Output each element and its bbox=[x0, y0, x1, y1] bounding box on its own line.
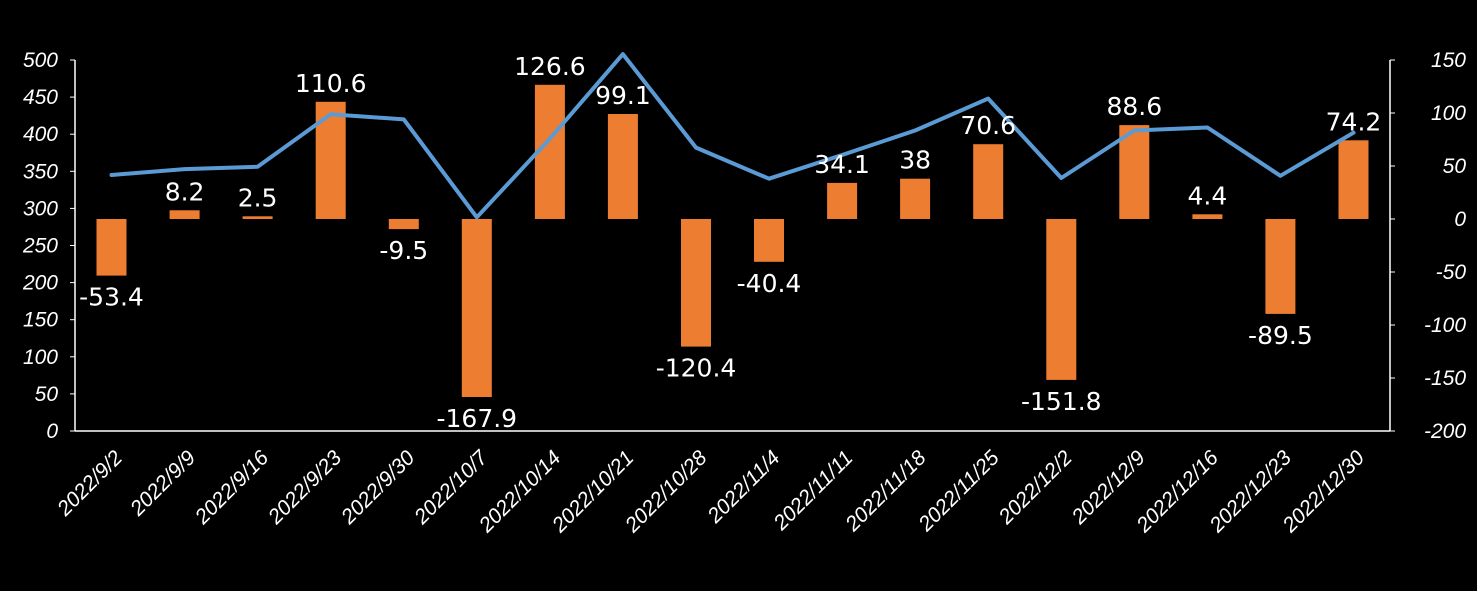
line-path bbox=[109, 52, 1356, 220]
bar bbox=[169, 210, 200, 219]
bar-data-label: -151.8 bbox=[1021, 387, 1102, 416]
left-tick-label: 350 bbox=[23, 160, 58, 183]
left-tick-label: 250 bbox=[22, 235, 58, 258]
line-series-layer bbox=[109, 52, 1356, 220]
bar bbox=[1338, 140, 1369, 219]
bar bbox=[973, 144, 1004, 219]
left-tick-label: 300 bbox=[23, 197, 58, 220]
bar-data-label: 8.2 bbox=[165, 177, 205, 206]
bar bbox=[607, 114, 638, 219]
bar bbox=[827, 182, 858, 219]
left-axis-ticks: 0 50 100 150 200 250 300 350 400 450 500 bbox=[22, 49, 75, 443]
bar-data-label: 126.6 bbox=[514, 52, 586, 81]
left-tick-label: 100 bbox=[23, 346, 58, 369]
bar-data-labels: -53.4 8.2 2.5 110.6 -9.5 -167.9 126.6 99.1 -120.… bbox=[79, 52, 1381, 433]
bar-data-label: 38 bbox=[899, 146, 931, 175]
bar bbox=[900, 178, 931, 219]
left-tick-label: 450 bbox=[23, 86, 58, 109]
bar bbox=[1046, 219, 1077, 380]
bar-data-label: -167.9 bbox=[437, 404, 518, 433]
bar bbox=[242, 216, 273, 219]
right-tick-label: -50 bbox=[1436, 261, 1467, 284]
bar-data-label: -89.5 bbox=[1248, 321, 1313, 350]
bar-data-label: 110.6 bbox=[295, 69, 367, 98]
right-tick-label: -200 bbox=[1424, 420, 1466, 443]
bar bbox=[1119, 125, 1150, 219]
right-axis-ticks: -200 -150 -100 -50 0 50 100 150 bbox=[1390, 49, 1466, 443]
left-tick-label: 50 bbox=[35, 383, 59, 406]
left-tick-label: 500 bbox=[23, 49, 58, 72]
bar-data-label: 4.4 bbox=[1188, 181, 1228, 210]
bar bbox=[461, 219, 492, 397]
bar-data-label: 88.6 bbox=[1106, 92, 1162, 121]
bar bbox=[1265, 219, 1296, 314]
right-tick-label: 50 bbox=[1443, 155, 1467, 178]
left-tick-label: 0 bbox=[46, 420, 58, 443]
left-tick-label: 200 bbox=[22, 272, 58, 295]
left-tick-label: 150 bbox=[23, 309, 58, 332]
right-tick-label: 150 bbox=[1431, 49, 1466, 72]
bar bbox=[388, 219, 419, 230]
bar-data-label: -53.4 bbox=[79, 283, 144, 312]
bar-data-label: 2.5 bbox=[238, 183, 278, 212]
bar bbox=[1192, 214, 1223, 219]
bar-data-label: 70.6 bbox=[960, 111, 1016, 140]
bar bbox=[681, 219, 711, 347]
right-tick-label: -150 bbox=[1424, 367, 1466, 390]
left-tick-label: 400 bbox=[23, 123, 58, 146]
bar-data-label: 99.1 bbox=[595, 81, 651, 110]
bar-data-label: 74.2 bbox=[1326, 107, 1382, 136]
bar-data-label: -120.4 bbox=[656, 354, 737, 383]
right-tick-label: 100 bbox=[1431, 102, 1466, 125]
bar-data-label: -9.5 bbox=[379, 236, 428, 265]
right-tick-label: 0 bbox=[1454, 208, 1466, 231]
bar-data-label: 34.1 bbox=[814, 150, 870, 179]
bar bbox=[96, 219, 127, 276]
right-tick-label: -100 bbox=[1424, 314, 1466, 337]
bar-data-label: -40.4 bbox=[737, 269, 802, 298]
bar bbox=[754, 219, 784, 262]
